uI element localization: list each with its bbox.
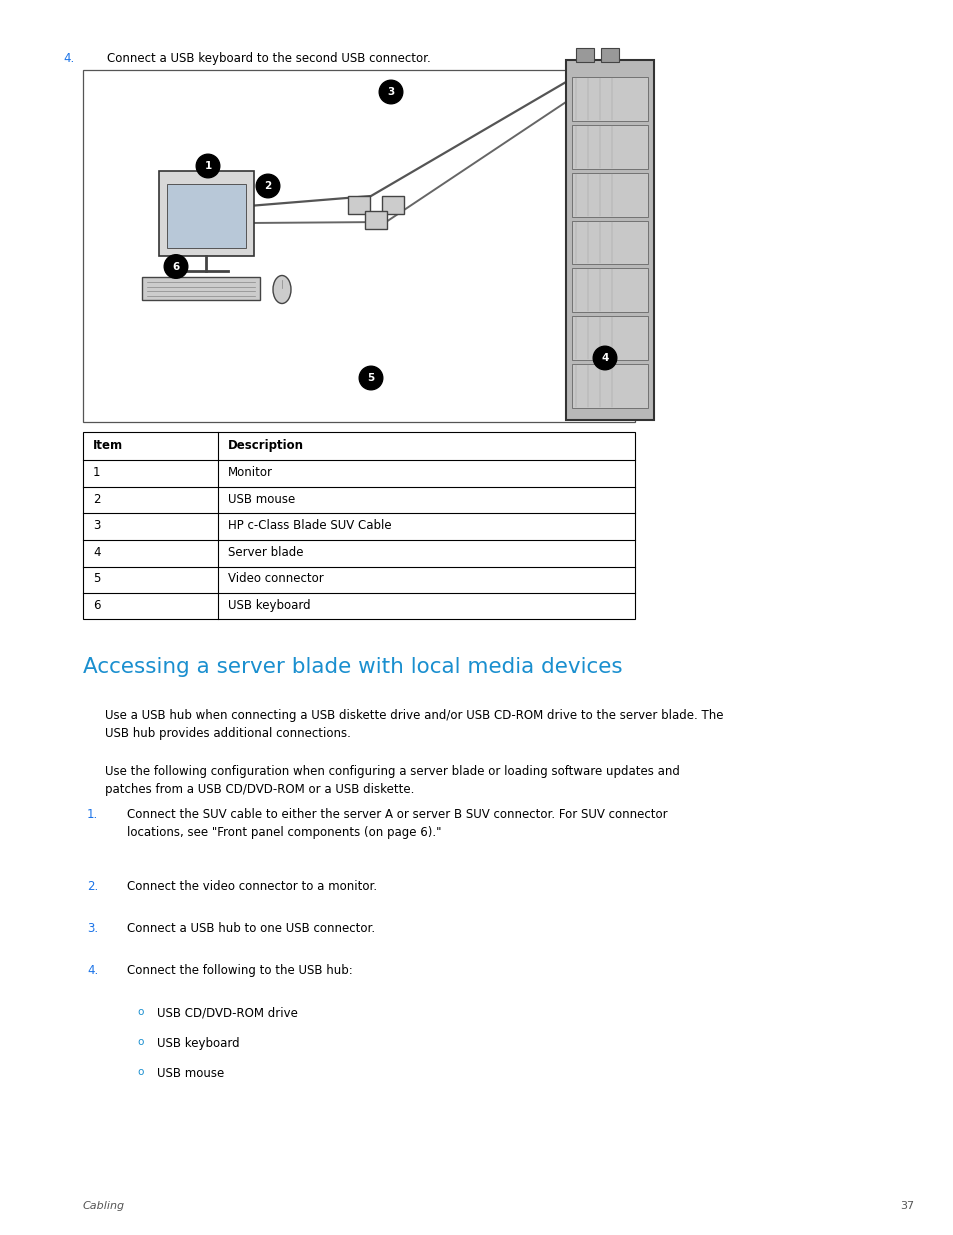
Text: Item: Item: [92, 438, 123, 452]
Text: USB keyboard: USB keyboard: [228, 599, 311, 613]
Circle shape: [359, 367, 382, 390]
Bar: [572, 316, 647, 361]
Text: 1: 1: [204, 161, 212, 170]
Text: 5: 5: [367, 373, 375, 383]
Bar: [83, 70, 635, 422]
Bar: [83, 432, 635, 620]
Bar: [576, 48, 594, 62]
Text: Video connector: Video connector: [228, 573, 323, 585]
Text: o: o: [137, 1007, 143, 1016]
Text: 2: 2: [92, 493, 100, 506]
Bar: [600, 48, 618, 62]
Circle shape: [164, 254, 188, 278]
Text: 2.: 2.: [87, 879, 98, 893]
Bar: [565, 61, 654, 420]
Text: Accessing a server blade with local media devices: Accessing a server blade with local medi…: [83, 657, 622, 678]
Text: Connect a USB keyboard to the second USB connector.: Connect a USB keyboard to the second USB…: [107, 52, 431, 65]
Text: Use the following configuration when configuring a server blade or loading softw: Use the following configuration when con…: [105, 766, 679, 797]
Text: o: o: [137, 1067, 143, 1077]
Bar: [572, 173, 647, 216]
Text: USB CD/DVD-ROM drive: USB CD/DVD-ROM drive: [157, 1007, 297, 1020]
Text: 6: 6: [92, 599, 100, 613]
Text: HP c-Class Blade SUV Cable: HP c-Class Blade SUV Cable: [228, 520, 392, 532]
Text: 5: 5: [92, 573, 100, 585]
Text: 4.: 4.: [63, 52, 74, 65]
Text: Connect the video connector to a monitor.: Connect the video connector to a monitor…: [127, 879, 376, 893]
Text: Server blade: Server blade: [228, 546, 303, 559]
Bar: [365, 211, 387, 228]
Text: Connect the following to the USB hub:: Connect the following to the USB hub:: [127, 965, 353, 977]
Text: Description: Description: [228, 438, 304, 452]
Text: Cabling: Cabling: [83, 1200, 125, 1212]
Ellipse shape: [273, 275, 291, 304]
Text: USB mouse: USB mouse: [157, 1067, 224, 1079]
Text: Use a USB hub when connecting a USB diskette drive and/or USB CD-ROM drive to th: Use a USB hub when connecting a USB disk…: [105, 709, 722, 740]
Circle shape: [593, 346, 617, 369]
Bar: [142, 278, 260, 300]
Text: Connect the SUV cable to either the server A or server B SUV connector. For SUV : Connect the SUV cable to either the serv…: [127, 809, 667, 839]
Text: 1.: 1.: [87, 809, 98, 821]
Text: 3.: 3.: [87, 923, 98, 935]
Bar: [572, 77, 647, 121]
Text: USB keyboard: USB keyboard: [157, 1037, 239, 1050]
Text: USB mouse: USB mouse: [228, 493, 294, 506]
Text: 4: 4: [600, 353, 608, 363]
Bar: [572, 268, 647, 312]
Bar: [572, 364, 647, 408]
Circle shape: [256, 174, 279, 198]
Bar: [572, 221, 647, 264]
Text: Monitor: Monitor: [228, 467, 273, 479]
Text: 2: 2: [264, 182, 272, 191]
Text: 1: 1: [92, 467, 100, 479]
Bar: [348, 196, 370, 214]
Circle shape: [378, 80, 402, 104]
Text: 37: 37: [899, 1200, 913, 1212]
Text: 4.: 4.: [87, 965, 98, 977]
Bar: [158, 170, 253, 256]
Text: 3: 3: [387, 86, 395, 98]
Text: 4: 4: [92, 546, 100, 559]
Bar: [572, 125, 647, 169]
Text: Connect a USB hub to one USB connector.: Connect a USB hub to one USB connector.: [127, 923, 375, 935]
Bar: [381, 196, 403, 214]
Text: 6: 6: [172, 262, 179, 272]
Circle shape: [196, 154, 219, 178]
Text: o: o: [137, 1037, 143, 1047]
Bar: [167, 184, 245, 247]
Text: 3: 3: [92, 520, 100, 532]
